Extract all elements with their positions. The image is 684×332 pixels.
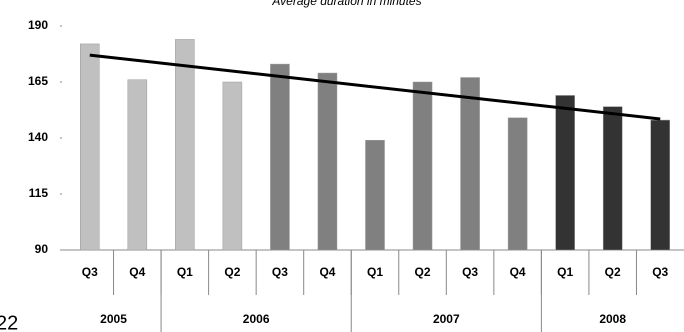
bar [555,95,575,251]
x-tick-label: Q4 [129,265,145,279]
y-tick-label: 165 [28,74,48,88]
page-number: 22 [0,312,18,332]
x-tick-label: Q3 [462,265,478,279]
year-label: 2005 [100,312,127,326]
x-tick-label: Q3 [652,265,668,279]
bar [222,81,243,251]
bar [127,79,148,251]
x-tick-label: Q2 [224,265,240,279]
bar [602,106,623,251]
y-tick-label: 90 [35,242,49,256]
x-tick-label: Q4 [319,265,335,279]
bar [270,63,290,251]
y-tick-label: 190 [28,18,48,32]
bar [460,77,480,251]
bar [507,117,528,251]
x-tick-label: Q3 [272,265,288,279]
y-tick-label: 140 [28,130,48,144]
chart-title: Average duration in minutes [271,0,421,8]
x-tick-label: Q1 [367,265,383,279]
y-tick-label: 115 [29,186,49,200]
x-tick-label: Q2 [415,265,431,279]
x-tick-label: Q3 [82,265,98,279]
x-tick-label: Q4 [510,265,526,279]
year-label: 2006 [243,312,270,326]
trend-line [89,53,661,121]
x-tick-label: Q1 [557,265,573,279]
bar [365,139,385,251]
bar [317,72,338,251]
year-label: 2008 [599,312,626,326]
bar [650,119,670,251]
x-tick-label: Q2 [605,265,621,279]
bar [412,81,433,251]
year-label: 2007 [433,312,460,326]
x-tick-label: Q1 [177,265,193,279]
bar [175,39,195,251]
bar [80,43,100,251]
